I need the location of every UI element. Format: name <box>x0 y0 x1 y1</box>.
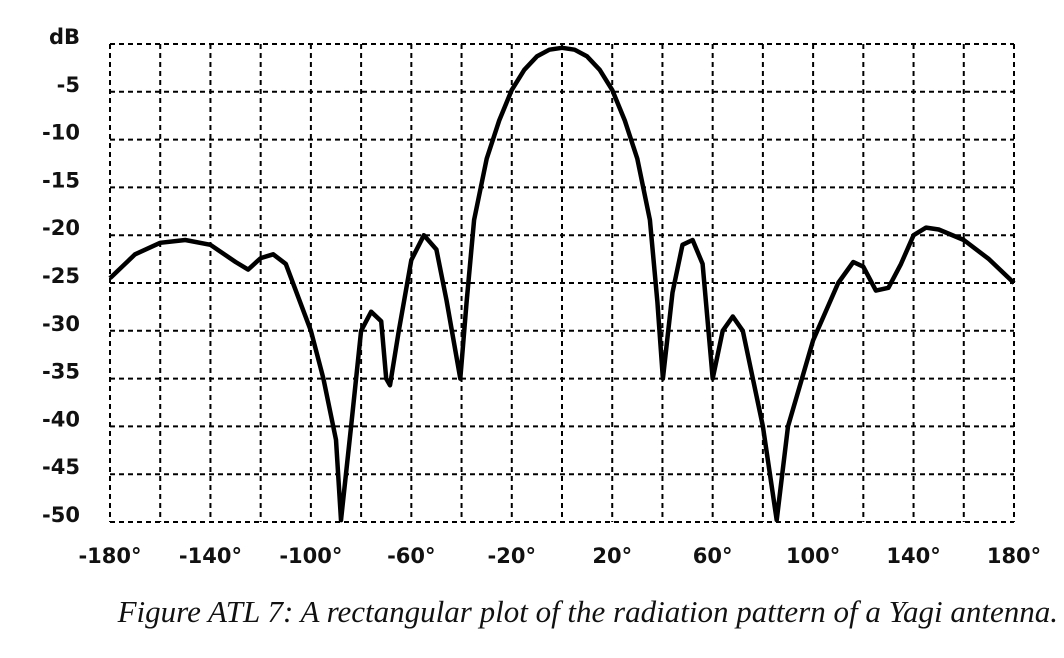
x-tick-label: 60° <box>693 544 733 568</box>
y-tick-label: -30 <box>42 312 80 336</box>
x-tick-label: 180° <box>987 544 1041 568</box>
y-tick-label: -20 <box>42 216 80 240</box>
y-tick-label: -50 <box>42 503 80 527</box>
x-tick-label: 140° <box>886 544 940 568</box>
y-tick-label: -45 <box>42 455 80 479</box>
y-tick-label: -40 <box>42 407 80 431</box>
y-tick-label: -10 <box>42 121 80 145</box>
x-tick-label: -180° <box>78 544 141 568</box>
x-tick-label: -140° <box>179 544 242 568</box>
data-line <box>108 45 1016 523</box>
x-tick-label: -100° <box>279 544 342 568</box>
y-tick-label: -35 <box>42 360 80 384</box>
y-tick-label: -25 <box>42 264 80 288</box>
caption: Figure ATL 7: A rectangular plot of the … <box>117 594 1058 629</box>
x-tick-label: 100° <box>786 544 840 568</box>
x-tick-label: 20° <box>592 544 632 568</box>
y-tick-label: dB <box>49 25 80 49</box>
y-tick-label: -5 <box>57 73 80 97</box>
y-tick-label: -15 <box>42 168 80 192</box>
x-tick-label: -60° <box>387 544 435 568</box>
x-tick-label: -20° <box>488 544 536 568</box>
